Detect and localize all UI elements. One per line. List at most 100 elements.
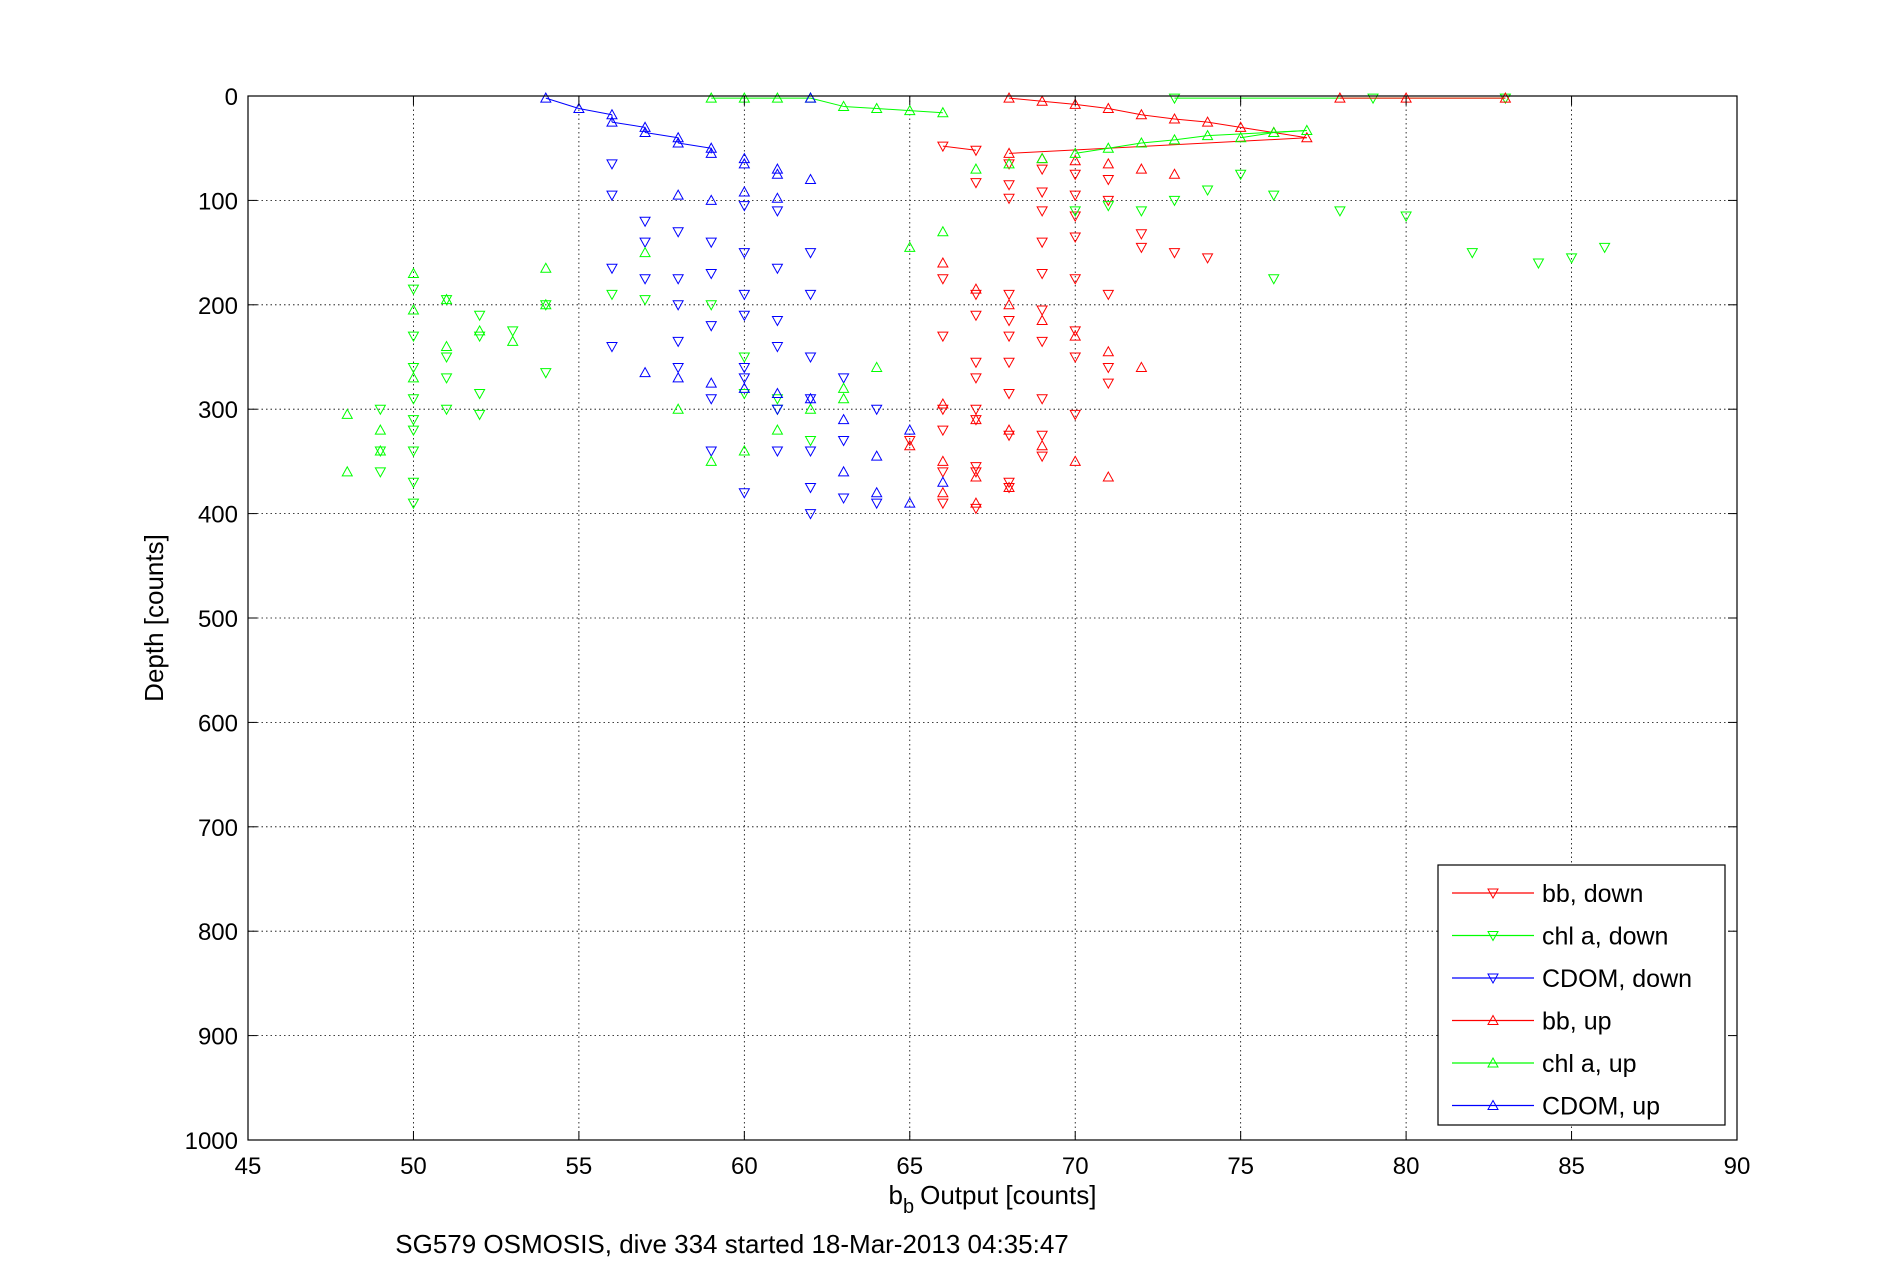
data-point bbox=[970, 310, 982, 322]
data-point bbox=[705, 321, 718, 332]
data-point bbox=[639, 295, 651, 306]
data-point bbox=[1168, 195, 1181, 207]
series-line-segment bbox=[1075, 103, 1109, 110]
series-line-segment bbox=[545, 97, 580, 110]
data-point bbox=[672, 189, 685, 200]
data-point bbox=[1201, 129, 1214, 141]
data-point bbox=[1003, 193, 1015, 205]
data-point bbox=[937, 455, 949, 466]
data-point bbox=[903, 436, 916, 447]
data-point bbox=[1036, 336, 1048, 348]
data-point bbox=[407, 415, 420, 426]
data-point bbox=[771, 163, 784, 174]
y-tick-label: 1000 bbox=[185, 1128, 238, 1155]
data-point bbox=[506, 335, 519, 346]
series-line-segment bbox=[1075, 147, 1109, 154]
data-point bbox=[705, 237, 718, 249]
data-point bbox=[639, 274, 651, 285]
data-point bbox=[606, 108, 618, 120]
data-point bbox=[738, 157, 751, 169]
data-point bbox=[1003, 424, 1015, 435]
series-line-segment bbox=[1207, 121, 1241, 128]
x-tick-label: 80 bbox=[1393, 1153, 1420, 1180]
data-point bbox=[407, 498, 420, 510]
data-point bbox=[1069, 154, 1082, 166]
data-point bbox=[1036, 439, 1048, 451]
y-tick-label: 0 bbox=[225, 84, 238, 111]
data-point bbox=[771, 446, 784, 457]
data-point bbox=[837, 413, 850, 425]
data-point bbox=[374, 424, 387, 435]
data-point bbox=[639, 126, 651, 138]
data-point bbox=[606, 289, 618, 301]
data-point bbox=[771, 342, 784, 353]
data-point bbox=[970, 413, 982, 425]
data-point bbox=[837, 382, 850, 393]
data-point bbox=[440, 340, 453, 352]
data-point bbox=[937, 498, 949, 510]
data-point bbox=[639, 216, 651, 228]
data-point bbox=[1036, 314, 1048, 325]
series-line-segment bbox=[678, 142, 712, 149]
x-axis-label-subscript: b bbox=[903, 1196, 914, 1218]
series-line-segment bbox=[1207, 129, 1307, 137]
data-point bbox=[407, 446, 420, 457]
data-point bbox=[1003, 298, 1015, 310]
data-point bbox=[1003, 331, 1015, 343]
series-line-segment bbox=[1174, 135, 1208, 141]
data-point bbox=[804, 289, 817, 301]
series-line-segment bbox=[644, 132, 679, 139]
data-point bbox=[937, 467, 949, 478]
data-point bbox=[937, 274, 949, 285]
x-tick-label: 75 bbox=[1227, 1153, 1254, 1180]
data-point bbox=[1036, 152, 1048, 164]
data-point bbox=[837, 100, 850, 111]
data-point bbox=[771, 263, 784, 275]
data-point bbox=[1102, 157, 1115, 169]
data-point bbox=[705, 455, 718, 466]
data-point bbox=[771, 206, 784, 217]
data-point bbox=[1003, 147, 1015, 158]
legend-label: chl a, down bbox=[1542, 923, 1668, 951]
data-point bbox=[937, 486, 949, 498]
data-point bbox=[1135, 163, 1148, 174]
data-point bbox=[837, 493, 850, 504]
data-point bbox=[606, 342, 618, 353]
data-point bbox=[1135, 206, 1148, 217]
data-point bbox=[1003, 92, 1015, 103]
data-point bbox=[970, 163, 982, 174]
data-point bbox=[407, 394, 420, 405]
data-point bbox=[1036, 305, 1048, 317]
legend-label: bb, down bbox=[1542, 880, 1643, 908]
x-tick-label: 90 bbox=[1724, 1153, 1751, 1180]
data-point bbox=[1267, 190, 1280, 202]
data-point bbox=[1168, 248, 1181, 259]
y-tick-label: 700 bbox=[198, 815, 238, 842]
data-point bbox=[1003, 357, 1015, 369]
legend-item: bb, up bbox=[1452, 1008, 1612, 1036]
y-axis-label: Depth [counts] bbox=[139, 534, 169, 702]
series-line-segment bbox=[1042, 100, 1076, 105]
data-point bbox=[672, 300, 685, 311]
data-point bbox=[1135, 242, 1148, 254]
data-point bbox=[937, 106, 949, 118]
data-point bbox=[1003, 289, 1015, 301]
data-point bbox=[1267, 274, 1280, 285]
data-point bbox=[1168, 93, 1181, 105]
series-line-segment bbox=[1108, 142, 1142, 149]
data-point bbox=[407, 284, 420, 296]
legend-marker bbox=[1487, 1099, 1499, 1110]
data-point bbox=[440, 373, 453, 384]
data-point bbox=[738, 310, 751, 322]
data-point bbox=[1499, 92, 1512, 103]
data-point bbox=[705, 147, 718, 158]
data-point bbox=[440, 352, 453, 364]
data-point bbox=[573, 102, 585, 114]
data-point bbox=[639, 246, 651, 258]
data-point bbox=[970, 289, 982, 301]
data-point bbox=[804, 403, 817, 414]
data-point bbox=[804, 352, 817, 364]
data-point bbox=[903, 104, 916, 116]
data-point bbox=[970, 373, 982, 384]
data-point bbox=[539, 368, 552, 379]
